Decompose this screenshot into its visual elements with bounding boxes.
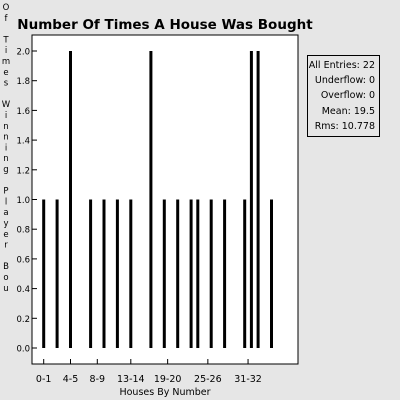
y-axis-label-char: f (5, 14, 9, 24)
y-axis: 0.0 0.2 0.4 0.6 0.8 1.0 1.2 1.4 1.6 1.8 2.0 (16, 48, 37, 355)
y-axis-label-char: y (3, 219, 8, 229)
y-axis-label-char: i (5, 46, 7, 56)
y-tick-label-1: 0.2 (16, 315, 30, 325)
x-tick-label-4: 19-20 (154, 374, 182, 385)
x-axis-label: Houses By Number (119, 387, 210, 398)
bar-7 (149, 51, 153, 348)
y-axis-label-char: B (3, 262, 9, 272)
y-axis-label-char: m (2, 57, 10, 67)
y-tick-label-6: 1.2 (16, 166, 30, 176)
y-tick-label-8: 1.6 (16, 107, 30, 117)
stat-entries-label: All Entries: (308, 60, 360, 71)
y-tick-label-5: 1.0 (16, 196, 30, 206)
y-axis-label-char: l (5, 197, 7, 207)
y-axis-label-char: n (3, 133, 8, 143)
y-axis-label-char: r (4, 241, 8, 251)
stat-rms: Rms: 10.778 (308, 119, 375, 134)
bar-1 (55, 199, 59, 348)
y-axis-label-char: e (3, 230, 8, 240)
y-axis-label-char: s (4, 79, 9, 89)
y-axis-label-char: u (3, 284, 8, 294)
stat-underflow-value: 0 (368, 75, 375, 87)
y-axis-label-char: g (3, 165, 8, 175)
bar-15 (249, 51, 253, 348)
bar-2 (69, 51, 72, 348)
y-tick-label-3: 0.6 (16, 255, 30, 265)
y-tick-label-9: 1.8 (16, 77, 30, 87)
bar-16 (256, 51, 260, 348)
bar-9 (176, 199, 180, 348)
y-axis-label-char: O (3, 3, 10, 13)
stat-overflow-label: Overflow: (320, 90, 366, 102)
x-tick-label-5: 25-26 (194, 374, 222, 385)
bar-13 (223, 199, 227, 348)
statistics-box: All Entries: 22 Underflow: 0 Overflow: 0… (307, 55, 380, 138)
y-axis-label-char: o (3, 273, 8, 283)
stat-rms-value: 10.778 (341, 120, 375, 132)
x-tick-label-2: 8-9 (90, 374, 106, 385)
bar-3 (89, 199, 93, 348)
y-axis-label-char: T (2, 35, 9, 45)
stat-underflow-label: Underflow: (314, 75, 366, 87)
stat-underflow: Underflow: 0 (308, 73, 375, 88)
stat-rms-label: Rms: (314, 120, 339, 132)
y-axis-label-char: e (3, 68, 8, 78)
x-tick-label-1: 4-5 (63, 374, 79, 385)
y-axis-label-char: n (3, 122, 8, 132)
stat-overflow: Overflow: 0 (308, 88, 375, 103)
y-axis-label-char: W (2, 100, 11, 110)
stat-entries-value: 22 (362, 60, 375, 71)
y-axis-label-char: i (5, 111, 7, 121)
x-tick-label-0: 0-1 (36, 374, 52, 385)
y-tick-label-2: 0.4 (16, 285, 30, 295)
bar-12 (209, 199, 213, 348)
y-axis-label-char: n (3, 154, 8, 164)
bar-10 (189, 199, 193, 348)
bar-0 (42, 199, 46, 348)
stat-mean-label: Mean: (321, 105, 351, 117)
y-tick-label-7: 1.4 (16, 137, 30, 147)
y-tick-label-0: 0.0 (16, 345, 30, 355)
stat-entries: All Entries: 22 (308, 58, 375, 73)
y-axis-label-char: i (5, 143, 7, 153)
bar-11 (196, 199, 200, 348)
stat-overflow-value: 0 (368, 90, 375, 102)
x-axis: 0-1 4-5 8-9 13-14 19-20 25-26 31-32 (36, 359, 262, 385)
bar-5 (115, 199, 119, 348)
y-axis-label-char: a (3, 208, 8, 218)
bar-6 (129, 199, 133, 348)
stat-mean-value: 19.5 (353, 105, 375, 117)
y-tick-label-4: 0.8 (16, 226, 30, 236)
bar-8 (162, 199, 166, 348)
chart-title: Number Of Times A House Was Bought (17, 17, 313, 33)
bar-14 (243, 199, 247, 348)
stat-mean: Mean: 19.5 (308, 104, 375, 119)
y-tick-label-10: 2.0 (16, 48, 30, 58)
bar-4 (102, 199, 106, 348)
bar-group (42, 51, 273, 348)
x-tick-label-3: 13-14 (117, 374, 145, 385)
x-tick-label-6: 31-32 (234, 374, 262, 385)
bar-17 (270, 199, 273, 348)
y-axis-label-char: P (3, 187, 8, 197)
